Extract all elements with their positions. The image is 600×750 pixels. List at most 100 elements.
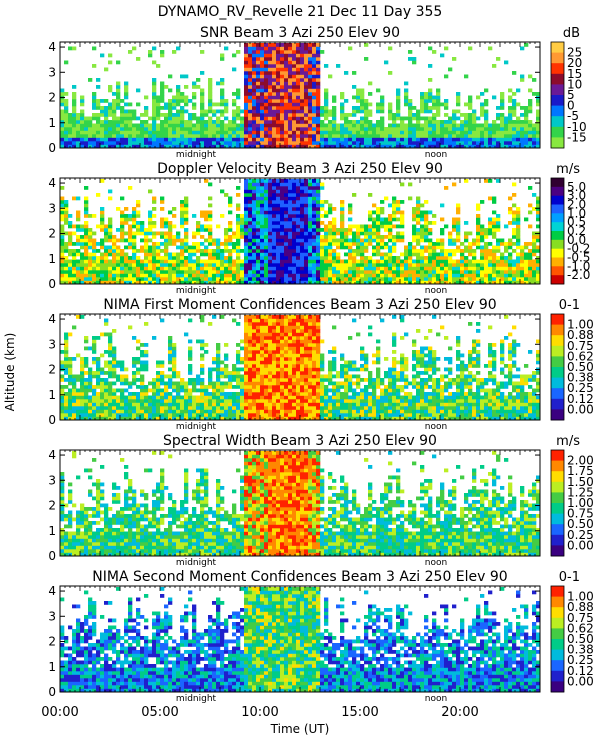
heatmap-cell (224, 134, 229, 138)
heatmap-cell (364, 141, 369, 145)
heatmap-cell (484, 120, 489, 124)
heatmap-cell (536, 273, 540, 278)
heatmap-cell (452, 228, 457, 232)
heatmap-cell (80, 409, 85, 414)
heatmap-cell (312, 92, 317, 96)
heatmap-cell (136, 409, 141, 414)
heatmap-cell (456, 277, 461, 281)
heatmap-cell (168, 109, 173, 114)
heatmap-cell (392, 217, 397, 222)
colorbar-segment (551, 213, 564, 223)
heatmap-cell (424, 109, 429, 114)
heatmap-cell (436, 144, 441, 148)
heatmap-cell (324, 134, 329, 138)
heatmap-cell (452, 144, 457, 148)
heatmap-cell (184, 242, 189, 246)
heatmap-cell (412, 210, 417, 215)
heatmap-cell (252, 88, 257, 93)
heatmap-cell (256, 210, 261, 215)
heatmap-cell (72, 231, 77, 236)
heatmap-cell (108, 332, 113, 337)
heatmap-cell (312, 273, 317, 278)
heatmap-cell (304, 214, 309, 218)
heatmap-cell (136, 399, 141, 403)
heatmap-cell (204, 179, 209, 183)
heatmap-cell (376, 235, 381, 239)
heatmap-cell (192, 242, 197, 246)
heatmap-cell (516, 123, 521, 128)
heatmap-cell (256, 196, 261, 201)
heatmap-cell (436, 259, 441, 264)
heatmap-cell (220, 78, 225, 82)
heatmap-cell (520, 120, 525, 124)
heatmap-cell (480, 256, 485, 260)
heatmap-cell (176, 102, 181, 107)
heatmap-cell (88, 252, 93, 257)
heatmap-cell (444, 137, 449, 142)
heatmap-cell (300, 81, 305, 86)
heatmap-cell (388, 203, 393, 208)
heatmap-cell (260, 235, 265, 239)
heatmap-cell (388, 263, 393, 267)
heatmap-cell (476, 214, 481, 218)
heatmap-cell (120, 210, 125, 215)
heatmap-cell (396, 263, 401, 267)
heatmap-cell (428, 109, 433, 114)
heatmap-cell (188, 245, 193, 250)
heatmap-cell (268, 252, 273, 257)
heatmap-cell (512, 193, 517, 197)
heatmap-cell (288, 106, 293, 110)
heatmap-cell (144, 235, 149, 239)
heatmap-cell (304, 217, 309, 222)
heatmap-cell (400, 259, 405, 264)
heatmap-cell (100, 53, 105, 58)
heatmap-cell (452, 263, 457, 267)
heatmap-cell (260, 81, 265, 86)
heatmap-cell (264, 60, 269, 65)
heatmap-cell (92, 249, 97, 253)
heatmap-cell (264, 102, 269, 107)
heatmap-cell (432, 120, 437, 124)
heatmap-cell (112, 120, 117, 124)
heatmap-cell (524, 256, 529, 260)
heatmap-cell (500, 99, 505, 103)
heatmap-cell (268, 242, 273, 246)
heatmap-cell (480, 249, 485, 253)
heatmap-cell (212, 134, 217, 138)
heatmap-cell (172, 127, 177, 131)
heatmap-cell (392, 273, 397, 278)
heatmap-cell (272, 57, 277, 61)
heatmap-cell (380, 235, 385, 239)
heatmap-cell (192, 252, 197, 257)
heatmap-cell (336, 231, 341, 236)
heatmap-cell (308, 249, 313, 253)
heatmap-cell (424, 214, 429, 218)
heatmap-cell (224, 141, 229, 145)
colorbar-segment (551, 52, 564, 64)
heatmap-cell (344, 231, 349, 236)
heatmap-cell (292, 266, 297, 271)
heatmap-cell (232, 141, 237, 145)
heatmap-cell (392, 245, 397, 250)
heatmap-cell (80, 259, 85, 264)
heatmap-cell (372, 221, 377, 225)
heatmap-cell (280, 141, 285, 145)
heatmap-cell (364, 120, 369, 124)
heatmap-cell (124, 409, 129, 414)
heatmap-cell (416, 109, 421, 114)
heatmap-cell (372, 137, 377, 142)
heatmap-cell (300, 60, 305, 65)
heatmap-cell (512, 266, 517, 271)
heatmap-cell (136, 346, 141, 351)
heatmap-cell (488, 196, 493, 201)
heatmap-cell (272, 95, 277, 100)
heatmap-cell (480, 266, 485, 271)
heatmap-cell (324, 252, 329, 257)
heatmap-cell (64, 60, 69, 65)
heatmap-cell (268, 81, 273, 86)
heatmap-cell (244, 67, 249, 72)
heatmap-cell (280, 179, 285, 183)
heatmap-cell (360, 99, 365, 103)
heatmap-cell (300, 273, 305, 278)
heatmap-cell (444, 263, 449, 267)
